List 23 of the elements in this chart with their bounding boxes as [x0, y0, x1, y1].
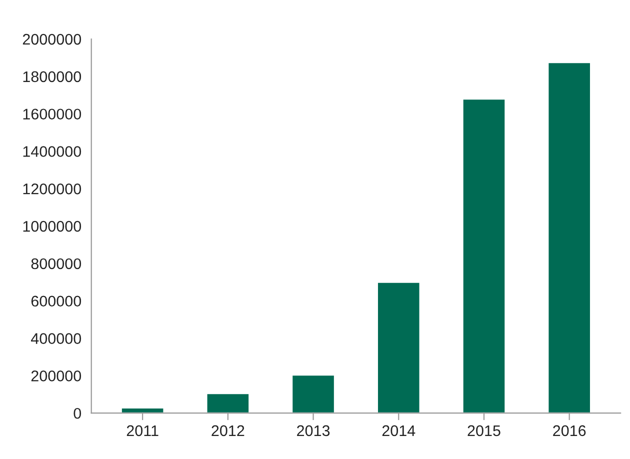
- x-tick-label: 2015: [468, 425, 500, 436]
- x-tick-label: 2011: [126, 425, 158, 436]
- y-tick-label: 200000: [31, 370, 82, 382]
- y-tick-label: 2000000: [22, 34, 82, 45]
- y-tick-label: 0: [74, 408, 82, 419]
- y-tick-label: 1400000: [23, 146, 82, 157]
- x-tick-label: 2012: [212, 425, 244, 436]
- y-tick-label: 400000: [31, 333, 82, 344]
- y-tick-label: 1800000: [23, 71, 82, 82]
- y-tick-label: 1600000: [23, 108, 82, 120]
- y-tick-label: 1200000: [23, 184, 82, 194]
- bar: [462, 98, 506, 414]
- x-tick-label: 2013: [297, 425, 330, 436]
- bar: [120, 407, 165, 414]
- y-tick-label: 1000000: [23, 220, 82, 232]
- bar: [376, 281, 421, 414]
- y-tick-label: 800000: [31, 258, 82, 270]
- bar: [547, 62, 592, 414]
- y-tick-label: 600000: [31, 296, 82, 307]
- x-tick-label: 2016: [553, 425, 586, 436]
- bar: [206, 392, 250, 414]
- bar: [291, 374, 336, 414]
- x-tick-label: 2014: [382, 425, 416, 436]
